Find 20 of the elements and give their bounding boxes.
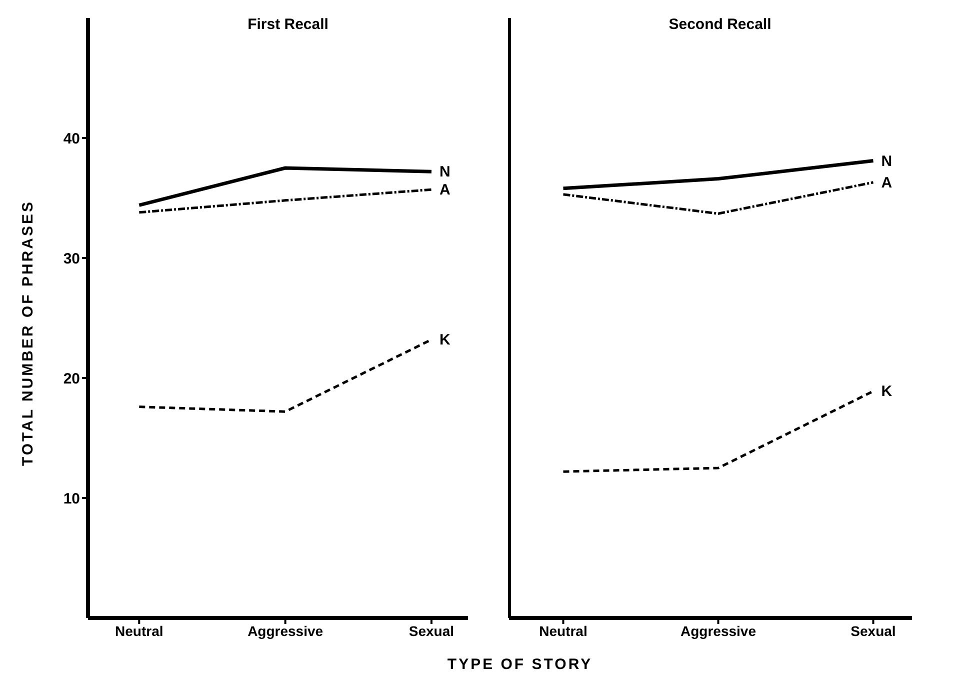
- chart-title: First Recall: [246, 16, 330, 33]
- x-tick-label: Neutral: [115, 622, 164, 639]
- y-axis-title: TOTAL NUMBER OF PHRASES: [20, 200, 36, 466]
- y-tick-label: 30: [63, 250, 80, 268]
- series-label: K: [439, 332, 450, 349]
- series-label: N: [881, 152, 892, 170]
- y-tick-label: 10: [63, 490, 80, 508]
- chart-title: Second Recall: [668, 16, 772, 33]
- series-label: N: [439, 164, 450, 181]
- series-label: A: [439, 182, 450, 199]
- series-label: A: [881, 174, 892, 192]
- x-tick-label: Aggressive: [680, 622, 756, 639]
- x-axis-title: TYPE OF STORY: [446, 656, 594, 673]
- x-tick-label: Sexual: [850, 622, 896, 639]
- x-tick-label: Sexual: [408, 622, 454, 639]
- x-tick-label: Neutral: [539, 622, 588, 639]
- y-tick-label: 40: [63, 130, 80, 148]
- series-label: K: [881, 383, 892, 400]
- y-tick-label: 20: [63, 370, 80, 388]
- x-tick-label: Aggressive: [248, 622, 324, 639]
